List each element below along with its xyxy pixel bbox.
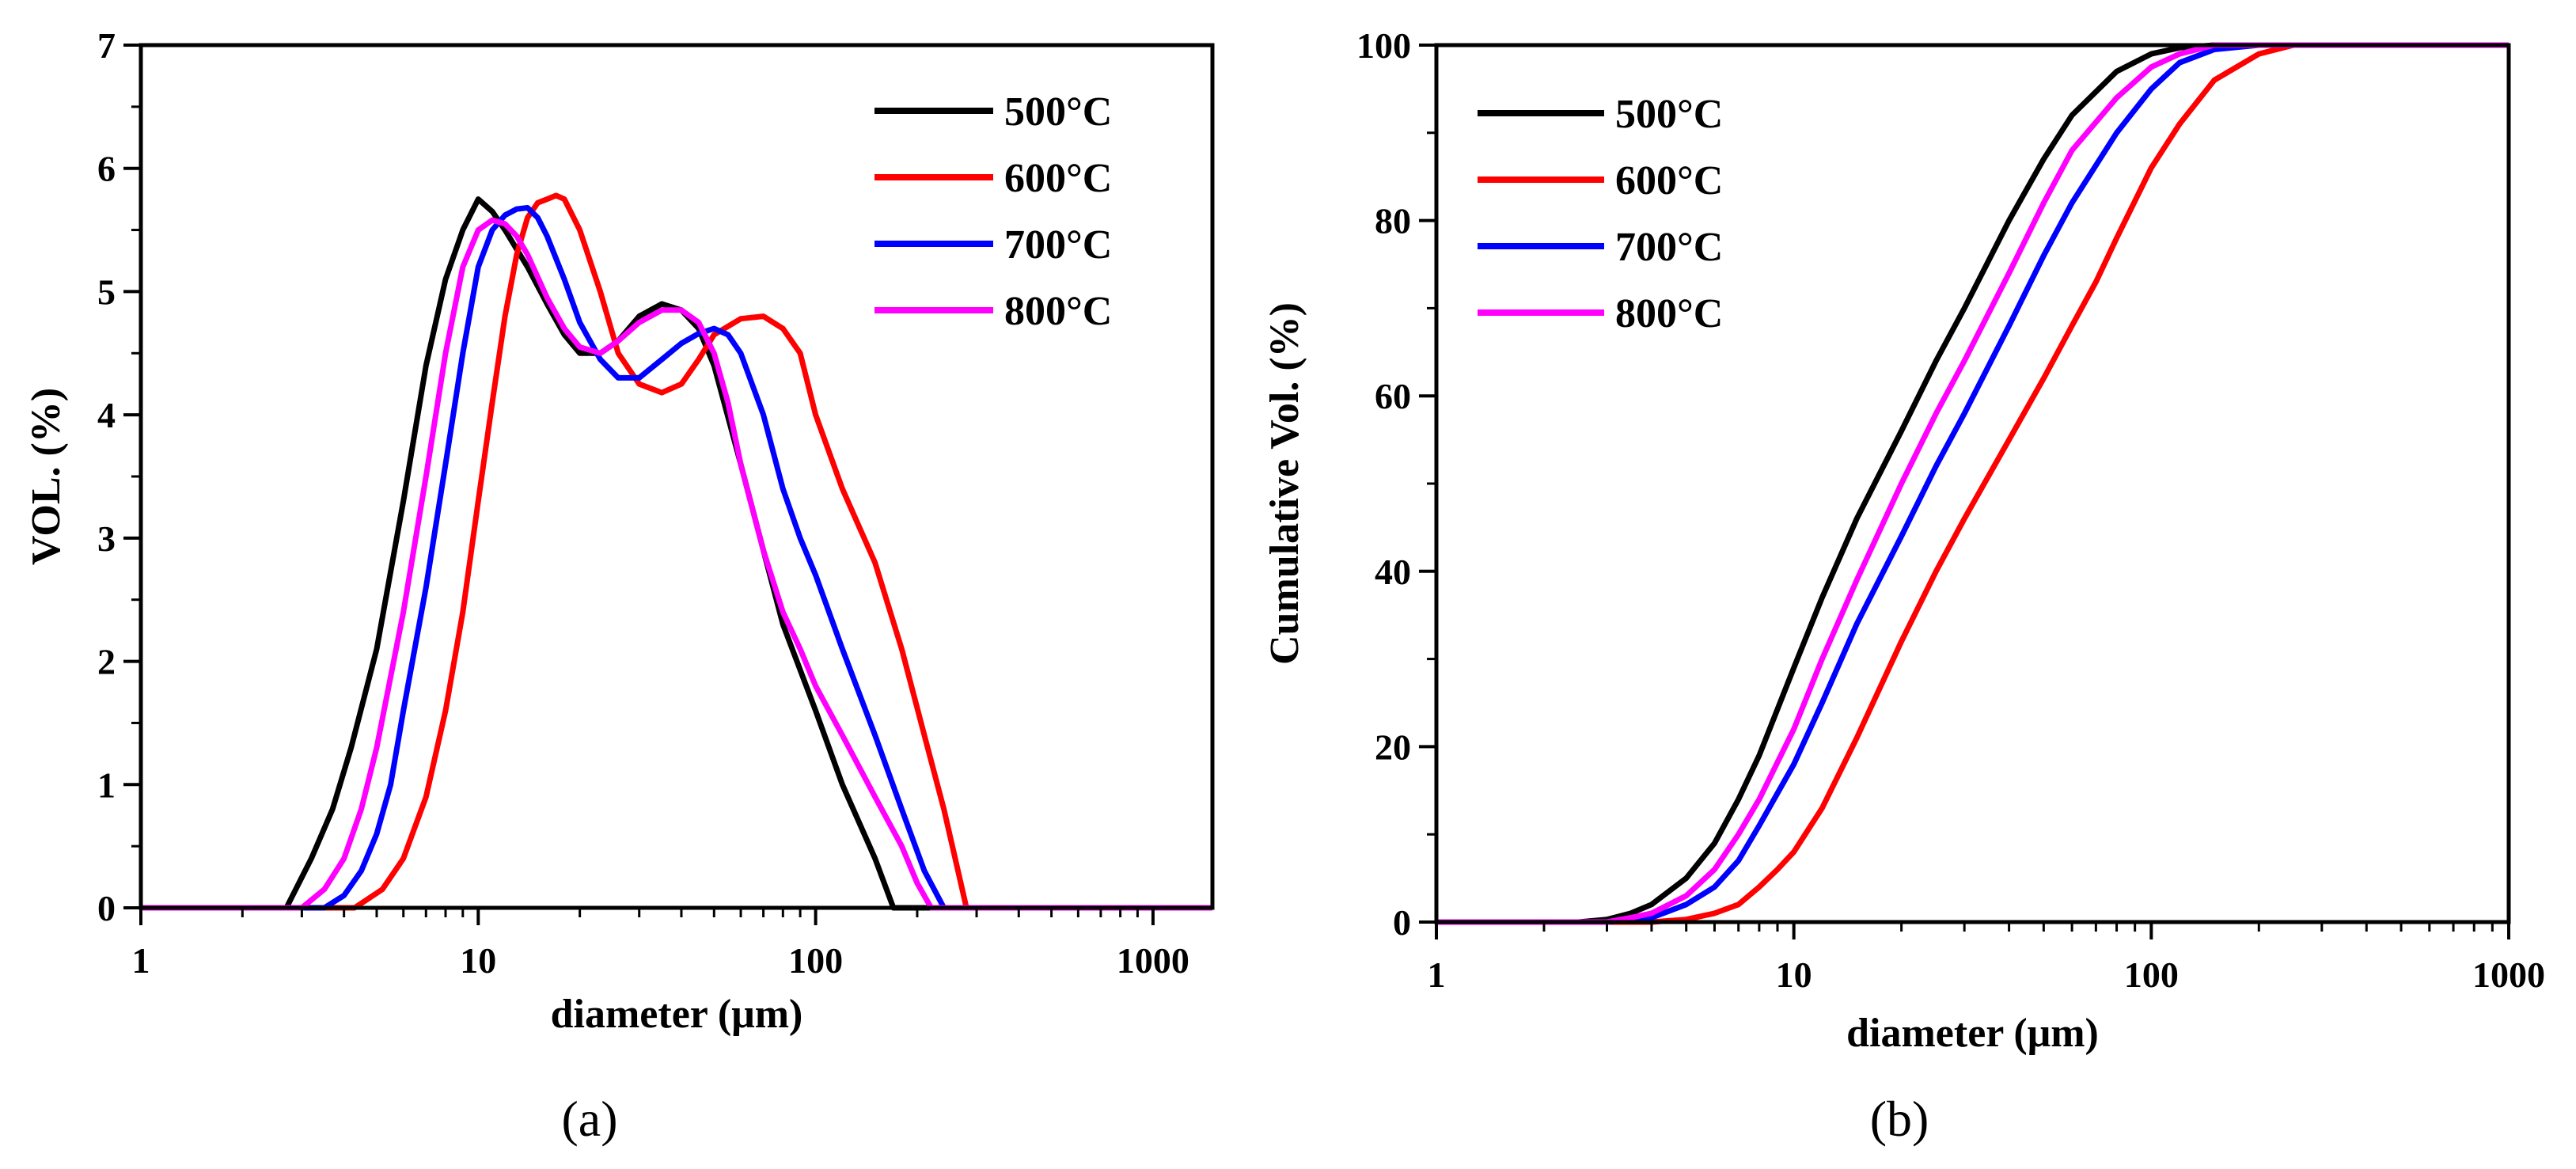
legend-label: 600°C	[1004, 156, 1112, 201]
y-tick-label: 0	[1393, 902, 1411, 943]
chart-panel-b: 1 10 100 1000 0 20 40 60 80 100 diameter (μm) Cumul…	[1262, 25, 2545, 1147]
series-line-800c	[141, 217, 1212, 911]
y-tick-label: 2	[97, 642, 116, 682]
y-axis-label: VOL. (%)	[24, 388, 69, 565]
legend-label: 600°C	[1615, 158, 1723, 203]
x-tick-label: 1000	[2472, 955, 2545, 995]
legend-label: 500°C	[1615, 92, 1723, 137]
y-tick-label: 40	[1375, 552, 1411, 592]
x-tick-label: 1	[132, 940, 150, 981]
y-tick-label: 60	[1375, 376, 1411, 416]
panel-label: (a)	[561, 1091, 617, 1147]
x-tick-label: 100	[2124, 955, 2179, 995]
x-axis-label: diameter (μm)	[551, 992, 803, 1037]
legend: 500°C 600°C 700°C 800°C	[1478, 92, 1723, 336]
y-tick-label: 1	[97, 765, 116, 805]
legend-label: 500°C	[1004, 89, 1112, 135]
series-line-800c	[1436, 42, 2509, 925]
series-line-500c	[141, 196, 1212, 911]
y-tick-label: 3	[97, 518, 116, 559]
series-line-700c	[1436, 42, 2509, 925]
x-tick-label: 10	[1776, 955, 1812, 995]
series-line-600c	[141, 192, 1212, 911]
series-line-600c	[1436, 42, 2509, 925]
x-tick-label: 1	[1428, 955, 1446, 995]
legend-label: 800°C	[1004, 289, 1112, 334]
legend-label: 800°C	[1615, 291, 1723, 336]
x-axis-label: diameter (μm)	[1846, 1011, 2099, 1056]
x-tick-label: 10	[460, 940, 496, 981]
y-tick-label: 20	[1375, 727, 1411, 767]
y-tick-label: 4	[97, 395, 116, 435]
legend-label: 700°C	[1004, 222, 1112, 268]
x-tick-label: 1000	[1117, 940, 1189, 981]
series-line-500c	[1436, 42, 2509, 925]
y-tick-label: 5	[97, 271, 116, 312]
y-axis-label: Cumulative Vol. (%)	[1262, 302, 1307, 665]
x-tick-label: 100	[788, 940, 843, 981]
y-tick-label: 6	[97, 149, 116, 189]
y-tick-label: 0	[97, 888, 116, 928]
series-line-700c	[141, 205, 1212, 911]
y-tick-label: 100	[1356, 25, 1411, 66]
panel-label: (b)	[1870, 1091, 1929, 1147]
y-tick-label: 80	[1375, 201, 1411, 241]
legend-label: 700°C	[1615, 225, 1723, 270]
legend: 500°C 600°C 700°C 800°C	[874, 89, 1112, 334]
y-tick-label: 7	[97, 25, 116, 66]
